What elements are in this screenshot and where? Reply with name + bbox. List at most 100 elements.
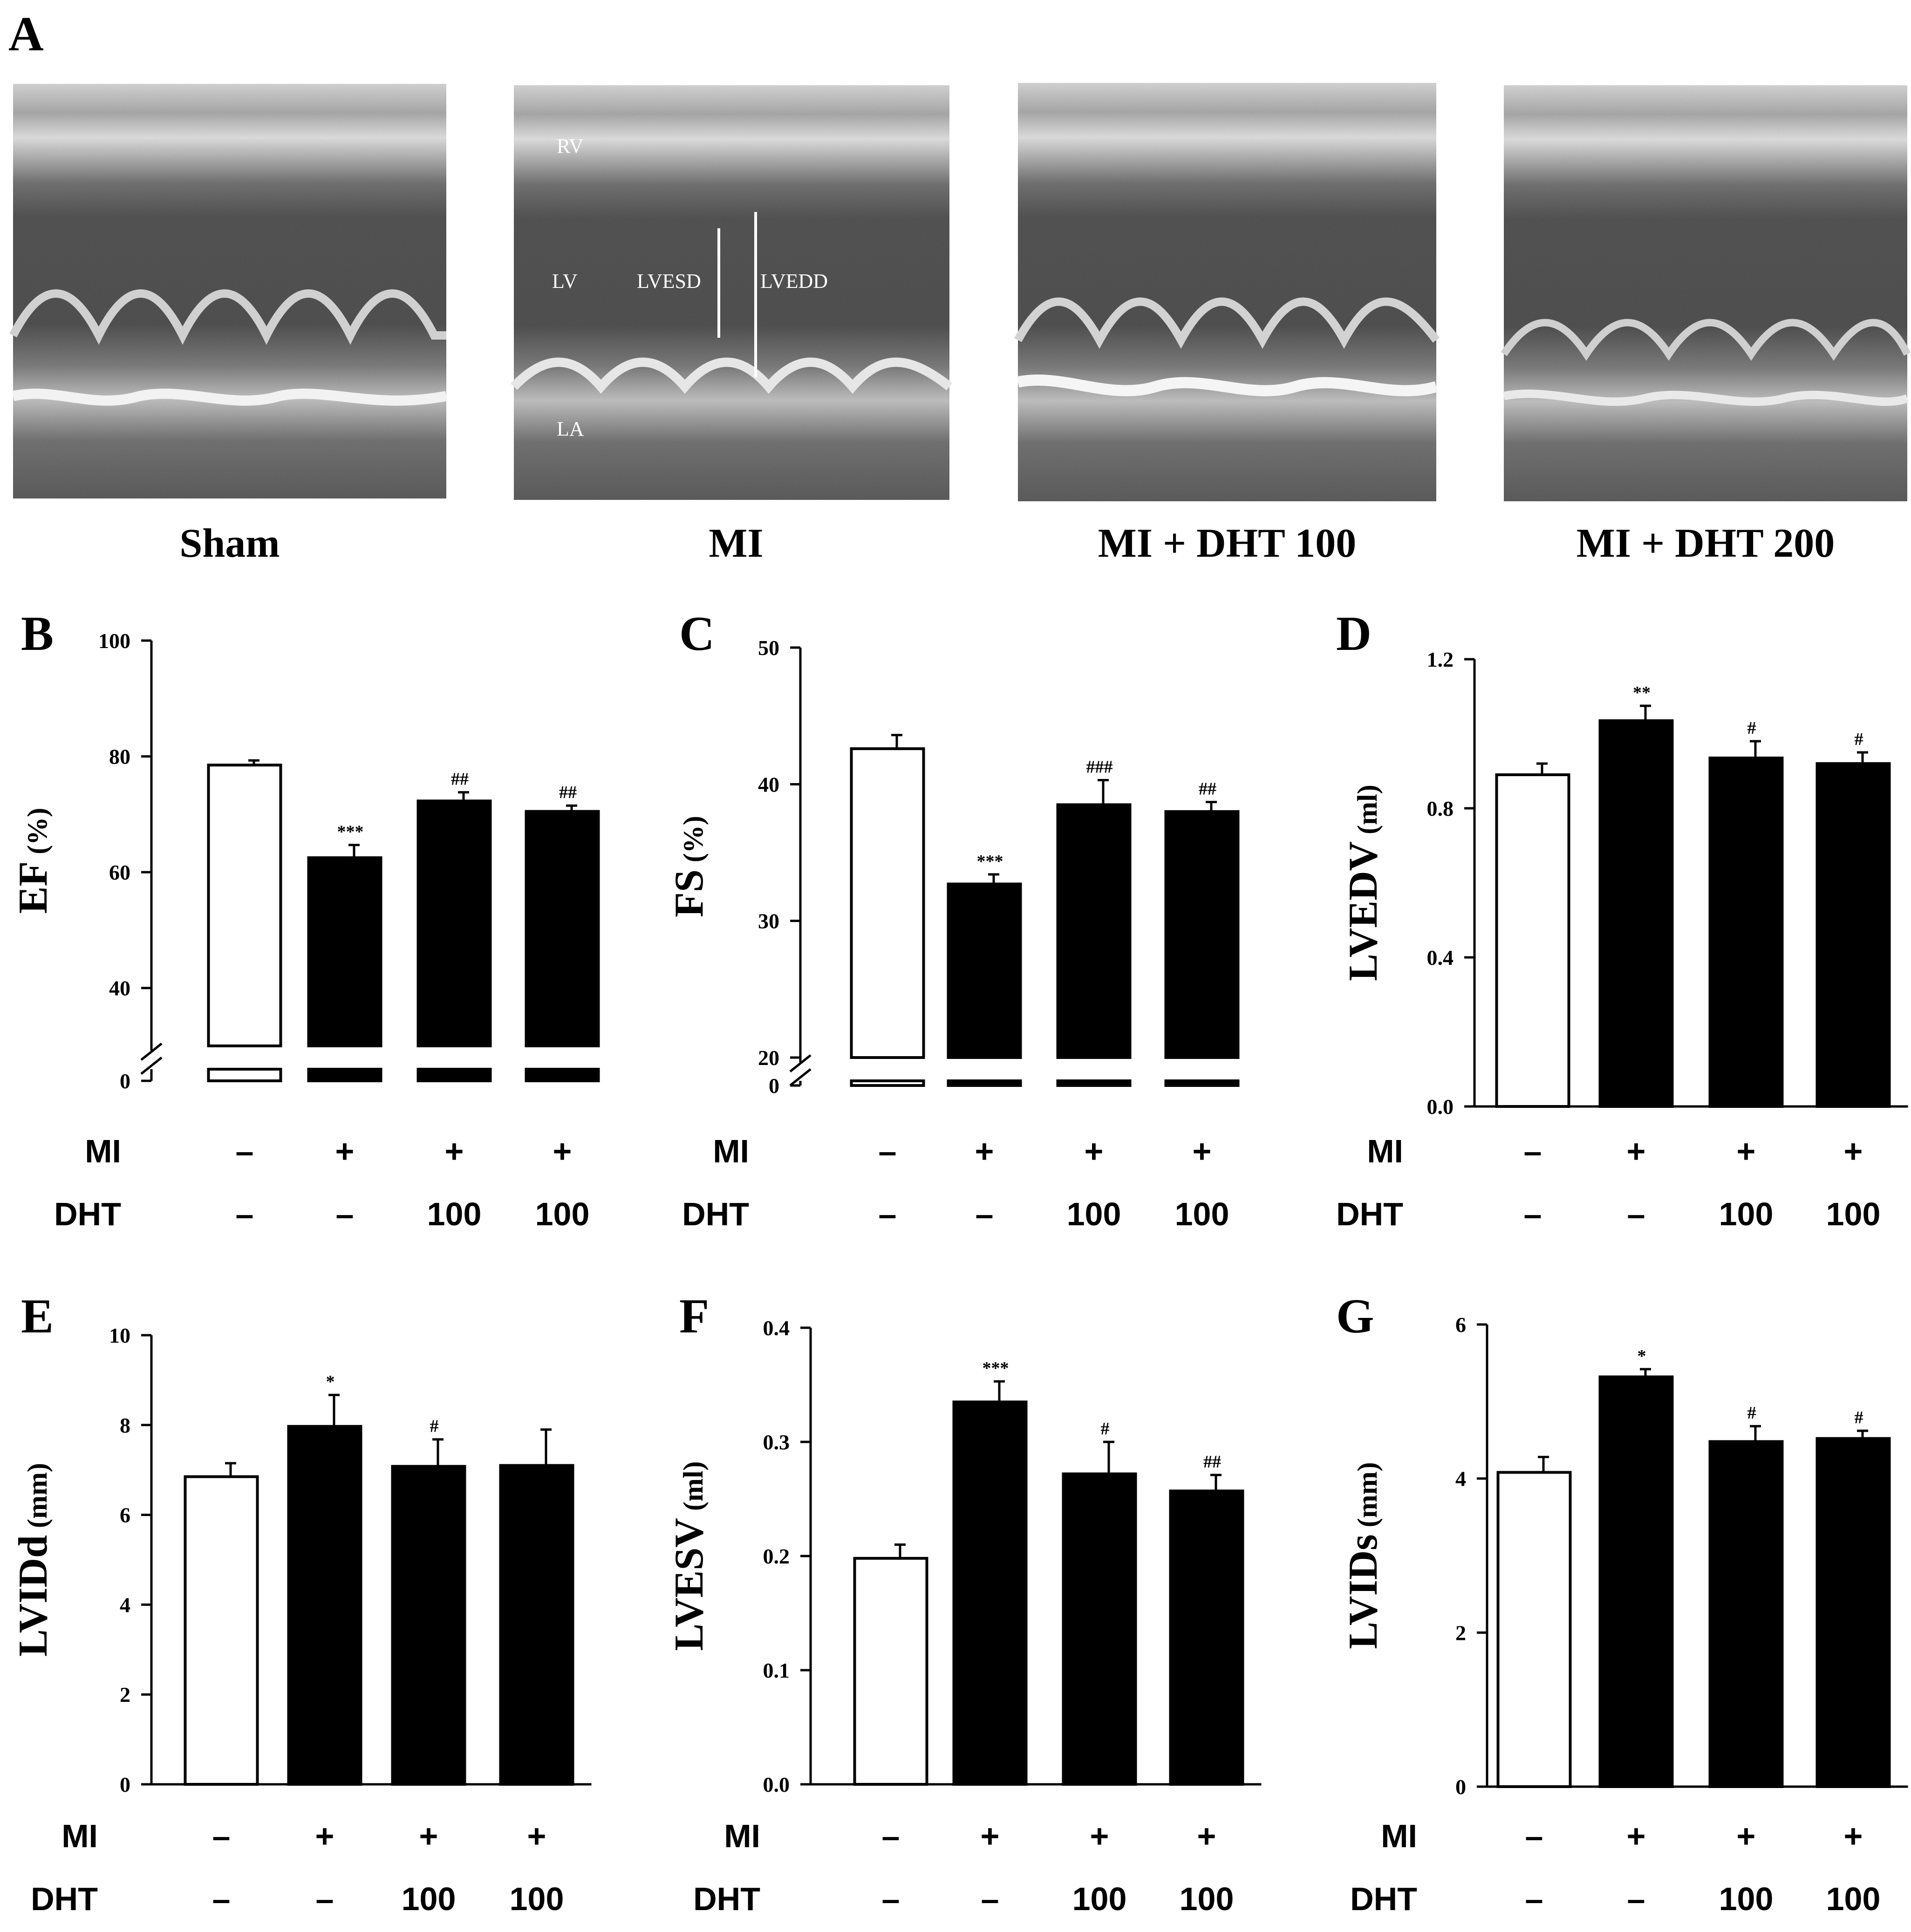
anno-lvesd: LVESD: [637, 270, 701, 293]
y-tick-label-g: 0: [1455, 1775, 1466, 1799]
dht-value-c: 100: [1175, 1196, 1229, 1232]
chart-panel-d: D LVEDV (ml) 0.0 0.4 0.8 1.2 ** # # MI DHT – + + + – – 10…: [1336, 606, 1908, 1232]
significance-g: #: [1747, 1403, 1756, 1423]
bar-f: [853, 1557, 928, 1786]
y-axis-label-main-g: LVIDs: [1341, 1534, 1386, 1649]
bar-f: [952, 1400, 1028, 1786]
significance-b: ***: [337, 822, 364, 842]
echo-label-sham: Sham: [179, 521, 280, 566]
bar-lower-b: [416, 1068, 492, 1082]
bar-b: [307, 856, 382, 1047]
y-tick-label-f: 0.1: [763, 1659, 790, 1682]
mi-value-f: +: [1197, 1818, 1216, 1854]
significance-f: ##: [1203, 1452, 1221, 1472]
y-tick-label-b: 40: [109, 976, 130, 1000]
echo-wall-mi: [510, 357, 953, 394]
y-tick-label-c: 20: [758, 1046, 779, 1070]
mi-value-f: +: [981, 1818, 1000, 1854]
bar-b: [416, 799, 492, 1048]
y-tick-label-e: 2: [120, 1683, 130, 1707]
echo-label-mi: MI: [709, 521, 763, 566]
y-tick-label-zero-b: 0: [120, 1069, 130, 1093]
dht-value-e: –: [212, 1881, 231, 1917]
bar-f: [1062, 1472, 1137, 1786]
significance-c: ###: [1086, 758, 1113, 777]
significance-f: #: [1101, 1419, 1110, 1439]
mi-value-d: +: [1737, 1133, 1756, 1169]
y-tick-label-b: 100: [98, 629, 130, 653]
bar-g: [1496, 1471, 1572, 1788]
echo-texture-mi-dht-100: [1018, 83, 1436, 501]
bar-d: [1708, 757, 1784, 1108]
bar-g: [1598, 1375, 1674, 1789]
dht-row-label-d: DHT: [1336, 1196, 1403, 1232]
y-tick-label-f: 0.3: [763, 1430, 790, 1454]
y-axis-label-unit-e: (mm): [22, 1463, 53, 1535]
y-tick-label-e: 0: [120, 1773, 130, 1796]
mi-value-d: –: [1524, 1133, 1542, 1169]
axis-break-mark-1-c: [789, 1054, 812, 1072]
echo-wall-sham: [9, 289, 446, 345]
dht-value-f: –: [981, 1881, 999, 1917]
y-tick-label-e: 8: [120, 1413, 130, 1437]
mi-value-g: +: [1737, 1818, 1756, 1854]
echo-texture-mi-dht-200: [1504, 85, 1907, 501]
dht-row-label-f: DHT: [693, 1881, 760, 1917]
dht-value-g: –: [1627, 1881, 1645, 1917]
y-tick-label-d: 0.8: [1427, 797, 1454, 820]
significance-e: *: [326, 1372, 335, 1392]
mi-value-c: +: [1193, 1133, 1212, 1169]
dht-value-c: –: [976, 1196, 994, 1232]
y-tick-label-e: 6: [120, 1503, 130, 1527]
y-tick-label-zero-c: 0: [769, 1074, 779, 1098]
chart-panel-e: E LVIDd (mm) 0 2 4 6 8 10 * # MI DHT – + + + – – 100 100: [11, 1289, 592, 1917]
y-tick-label-e: 10: [109, 1324, 130, 1347]
mi-row-label-f: MI: [724, 1818, 760, 1854]
bar-d: [1815, 762, 1891, 1108]
mi-value-c: –: [879, 1133, 897, 1169]
dht-value-f: –: [882, 1881, 900, 1917]
echo-label-mi-dht-100: MI + DHT 100: [1098, 521, 1357, 566]
y-axis-label-main-d: LVEDV: [1341, 841, 1386, 981]
panel-letter-f: F: [679, 1289, 709, 1343]
significance-f: ***: [983, 1359, 1009, 1378]
mi-value-d: +: [1844, 1133, 1863, 1169]
dht-value-g: 100: [1826, 1881, 1881, 1917]
y-axis-label-unit-d: (ml): [1352, 785, 1383, 841]
bar-lower-c: [1164, 1079, 1240, 1087]
bar-c: [1056, 803, 1132, 1059]
significance-d: **: [1633, 683, 1651, 703]
echo-wall-posterior-sham: [12, 389, 448, 406]
mi-value-g: –: [1525, 1818, 1543, 1854]
y-tick-label-c: 40: [758, 772, 779, 796]
mi-value-e: –: [212, 1818, 231, 1854]
chart-panel-g: G LVIDs (mm) 0 2 4 6 * # # MI DHT – + + + – – 100 100: [1336, 1289, 1908, 1917]
bar-c: [1164, 810, 1240, 1059]
y-tick-label-b: 60: [109, 860, 130, 884]
significance-d: #: [1855, 730, 1863, 749]
bar-e: [391, 1465, 466, 1786]
bar-lower-b: [207, 1068, 282, 1082]
dht-value-e: –: [316, 1881, 334, 1917]
axis-break-mark-2-b: [140, 1057, 163, 1075]
significance-b: ##: [451, 770, 469, 789]
bar-b: [525, 810, 600, 1047]
dht-value-d: –: [1524, 1196, 1542, 1232]
dht-value-f: 100: [1072, 1881, 1127, 1917]
significance-e: #: [430, 1417, 439, 1436]
echo-wall-posterior-mi-dht-100: [1017, 374, 1438, 396]
y-tick-label-g: 2: [1455, 1621, 1466, 1645]
dht-value-b: –: [336, 1196, 354, 1232]
bar-d: [1495, 773, 1570, 1108]
mi-value-c: +: [975, 1133, 994, 1169]
significance-b: ##: [559, 783, 577, 802]
y-tick-label-d: 1.2: [1427, 648, 1454, 671]
y-tick-label-d: 0.0: [1427, 1095, 1454, 1119]
y-axis-label-d: LVEDV (ml): [1341, 785, 1386, 981]
bar-lower-b: [307, 1068, 382, 1082]
dht-value-d: 100: [1826, 1196, 1881, 1232]
y-axis-label-main-b: EF: [11, 861, 56, 914]
y-tick-label-f: 0.2: [763, 1544, 790, 1568]
dht-value-c: –: [879, 1196, 897, 1232]
